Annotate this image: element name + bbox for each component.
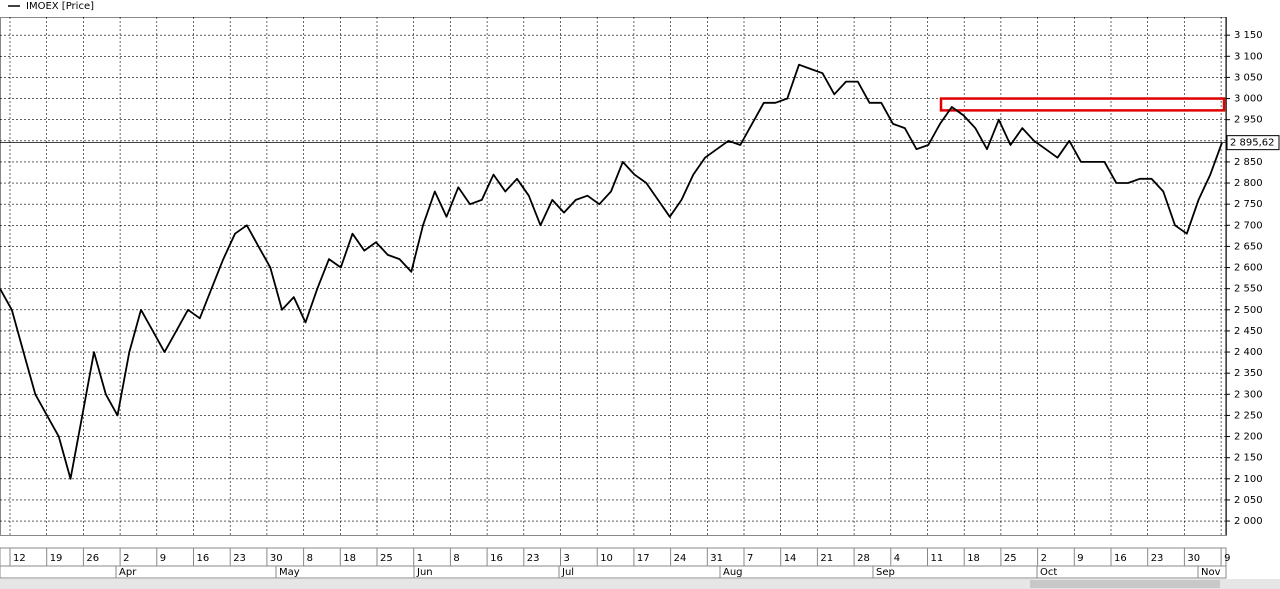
month-label: Jun bbox=[416, 567, 433, 578]
y-tick-label: 2 800 bbox=[1234, 178, 1263, 189]
month-label: May bbox=[279, 567, 300, 578]
y-tick-label: 2 400 bbox=[1234, 347, 1263, 358]
x-tick-label: 18 bbox=[967, 553, 980, 564]
y-tick-label: 3 100 bbox=[1234, 51, 1263, 62]
x-tick-label: 23 bbox=[1151, 553, 1164, 564]
x-tick-label: 16 bbox=[197, 553, 210, 564]
x-tick-label: 4 bbox=[894, 553, 900, 564]
x-tick-label: 19 bbox=[50, 553, 63, 564]
x-tick-label: 24 bbox=[674, 553, 687, 564]
highlight-zone bbox=[939, 97, 1226, 112]
x-tick-label: 25 bbox=[380, 553, 393, 564]
y-tick-label: 2 050 bbox=[1234, 495, 1263, 506]
x-tick-label: 2 bbox=[123, 553, 129, 564]
y-tick-label: 2 950 bbox=[1234, 115, 1263, 126]
month-label: Jul bbox=[561, 567, 574, 578]
month-label: Aug bbox=[723, 567, 743, 578]
x-tick-label: 10 bbox=[600, 553, 613, 564]
y-tick-label: 2 550 bbox=[1234, 284, 1263, 295]
legend-label: IMOEX [Price] bbox=[26, 1, 94, 12]
last-value-label: 2 895,62 bbox=[1230, 138, 1275, 149]
x-tick-label: 14 bbox=[784, 553, 797, 564]
y-tick-label: 2 450 bbox=[1234, 326, 1263, 337]
y-tick-label: 2 850 bbox=[1234, 157, 1263, 168]
scrollbar[interactable] bbox=[0, 579, 1280, 589]
x-tick-label: 12 bbox=[13, 553, 26, 564]
x-tick-label: 2 bbox=[1041, 553, 1047, 564]
x-tick-label: 30 bbox=[1187, 553, 1200, 564]
x-tick-label: 16 bbox=[490, 553, 503, 564]
x-tick-label: 3 bbox=[564, 553, 570, 564]
y-tick-label: 2 700 bbox=[1234, 220, 1263, 231]
x-tick-label: 31 bbox=[710, 553, 723, 564]
price-line bbox=[0, 63, 1223, 480]
month-band bbox=[0, 565, 1227, 579]
x-tick-label: 9 bbox=[1224, 553, 1230, 564]
x-tick-label: 28 bbox=[857, 553, 870, 564]
y-tick-label: 2 250 bbox=[1234, 410, 1263, 421]
y-tick-label: 2 150 bbox=[1234, 453, 1263, 464]
x-tick-label: 18 bbox=[343, 553, 356, 564]
x-tick-label: 8 bbox=[453, 553, 459, 564]
y-tick-label: 2 300 bbox=[1234, 389, 1263, 400]
x-tick-label: 23 bbox=[233, 553, 246, 564]
y-tick-label: 2 600 bbox=[1234, 263, 1263, 274]
y-tick-label: 2 000 bbox=[1234, 516, 1263, 527]
x-tick-label: 1 bbox=[417, 553, 423, 564]
y-tick-label: 2 500 bbox=[1234, 305, 1263, 316]
y-tick-label: 3 000 bbox=[1234, 94, 1263, 105]
last-value-box bbox=[1226, 135, 1280, 151]
x-tick-label: 7 bbox=[747, 553, 753, 564]
x-tick-label: 8 bbox=[307, 553, 313, 564]
y-tick-label: 2 750 bbox=[1234, 199, 1263, 210]
month-label: Apr bbox=[119, 567, 137, 578]
x-tick-label: 23 bbox=[527, 553, 540, 564]
y-tick-label: 3 150 bbox=[1234, 30, 1263, 41]
scroll-thumb[interactable] bbox=[1030, 580, 1220, 588]
y-tick-label: 2 200 bbox=[1234, 432, 1263, 443]
month-label: Sep bbox=[876, 567, 895, 578]
x-tick-label: 25 bbox=[1004, 553, 1017, 564]
y-tick-label: 3 050 bbox=[1234, 72, 1263, 83]
month-label: Oct bbox=[1040, 567, 1057, 578]
x-tick-label: 30 bbox=[270, 553, 283, 564]
y-tick-label: 2 100 bbox=[1234, 474, 1263, 485]
x-tick-label: 9 bbox=[160, 553, 166, 564]
y-tick-label: 2 650 bbox=[1234, 241, 1263, 252]
y-tick-label: 2 350 bbox=[1234, 368, 1263, 379]
x-tick-label: 16 bbox=[1114, 553, 1127, 564]
x-tick-label: 21 bbox=[820, 553, 833, 564]
x-tick-label: 17 bbox=[637, 553, 650, 564]
x-tick-label: 26 bbox=[86, 553, 99, 564]
x-tick-label: 11 bbox=[931, 553, 944, 564]
month-label: Nov bbox=[1201, 567, 1221, 578]
x-tick-label: 9 bbox=[1077, 553, 1083, 564]
